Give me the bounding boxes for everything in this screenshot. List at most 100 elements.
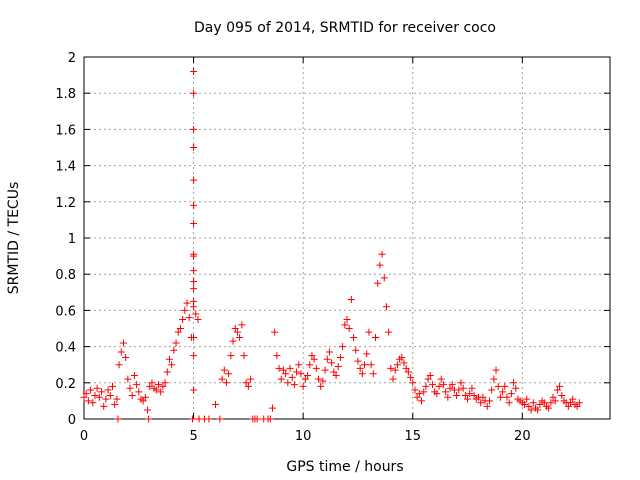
data-point — [146, 382, 154, 390]
data-point — [190, 386, 198, 394]
data-point — [124, 375, 132, 383]
data-point — [282, 370, 290, 378]
data-point — [444, 393, 452, 401]
data-point — [220, 366, 228, 374]
data-point — [190, 267, 198, 275]
data-point — [222, 379, 230, 387]
y-tick-label: 0.4 — [55, 341, 76, 356]
data-point — [91, 391, 99, 399]
data-point — [507, 390, 515, 398]
data-point — [540, 399, 548, 407]
data-point — [152, 386, 160, 394]
y-tick-label: 1.6 — [55, 123, 76, 138]
data-point — [117, 348, 125, 356]
data-point — [279, 366, 287, 374]
data-point — [181, 306, 189, 314]
data-point — [378, 250, 386, 258]
data-point — [510, 379, 518, 387]
data-point — [190, 352, 198, 360]
data-point — [145, 415, 153, 423]
data-point — [271, 328, 279, 336]
data-point — [190, 285, 198, 293]
data-point — [135, 388, 143, 396]
data-point — [350, 334, 358, 342]
data-point — [144, 406, 152, 414]
data-point — [115, 361, 123, 369]
data-point — [288, 373, 296, 381]
data-point — [455, 386, 463, 394]
data-point — [433, 390, 441, 398]
data-point — [183, 299, 191, 307]
data-point — [299, 382, 307, 390]
data-point — [365, 328, 373, 336]
data-point — [573, 402, 581, 410]
data-point — [479, 393, 487, 401]
data-point — [380, 274, 388, 282]
data-point — [290, 381, 298, 389]
plot-border — [83, 56, 611, 420]
data-point — [483, 402, 491, 410]
data-point — [521, 401, 529, 409]
data-point — [315, 375, 323, 383]
y-tick-label: 0.2 — [55, 377, 76, 392]
x-tick-label: 5 — [189, 429, 197, 444]
data-point — [98, 388, 106, 396]
data-point — [496, 393, 504, 401]
grid-lines — [84, 57, 610, 419]
data-point — [492, 366, 500, 374]
data-point — [343, 315, 351, 323]
data-point — [330, 368, 338, 376]
data-point — [205, 415, 213, 423]
data-point — [106, 391, 114, 399]
data-point — [227, 352, 235, 360]
data-point — [163, 368, 171, 376]
data-point — [113, 395, 121, 403]
data-point — [277, 375, 285, 383]
data-point — [564, 402, 572, 410]
y-tick-label: 1.4 — [55, 160, 76, 175]
data-point — [323, 355, 331, 363]
data-point — [527, 406, 535, 414]
data-point — [505, 399, 513, 407]
data-point — [321, 366, 329, 374]
data-point — [404, 368, 412, 376]
data-point — [385, 328, 393, 336]
data-point — [185, 314, 193, 322]
chart-title: Day 095 of 2014, SRMTID for receiver coc… — [194, 20, 496, 36]
data-point — [411, 386, 419, 394]
data-point — [80, 393, 88, 401]
data-point — [133, 381, 141, 389]
y-tick-label: 0.8 — [55, 268, 76, 283]
data-point — [240, 352, 248, 360]
data-point — [130, 372, 138, 380]
data-point — [459, 384, 467, 392]
data-point — [461, 391, 469, 399]
y-tick-label: 1.8 — [55, 87, 76, 102]
data-point — [448, 381, 456, 389]
y-tick-label: 1 — [68, 232, 76, 247]
data-point — [179, 315, 187, 323]
data-point — [361, 361, 369, 369]
data-point — [102, 395, 110, 403]
data-point — [523, 395, 531, 403]
data-point — [190, 297, 198, 305]
data-point — [236, 334, 244, 342]
data-point — [485, 397, 493, 405]
data-point — [157, 388, 165, 396]
data-point — [382, 303, 390, 311]
data-point — [100, 402, 108, 410]
data-point — [238, 321, 246, 329]
data-point — [95, 393, 103, 401]
data-point — [216, 415, 224, 423]
data-point — [308, 352, 316, 360]
data-point — [391, 366, 399, 374]
y-tick-label: 0 — [68, 413, 76, 428]
data-point — [553, 386, 561, 394]
data-point — [477, 399, 485, 407]
axis-ticks: 00.20.40.60.811.21.41.61.820 5 10 15 20 — [55, 51, 610, 444]
data-point — [148, 379, 156, 387]
data-point — [332, 372, 340, 380]
data-point — [190, 250, 198, 258]
data-point — [512, 384, 520, 392]
data-point — [229, 337, 237, 345]
